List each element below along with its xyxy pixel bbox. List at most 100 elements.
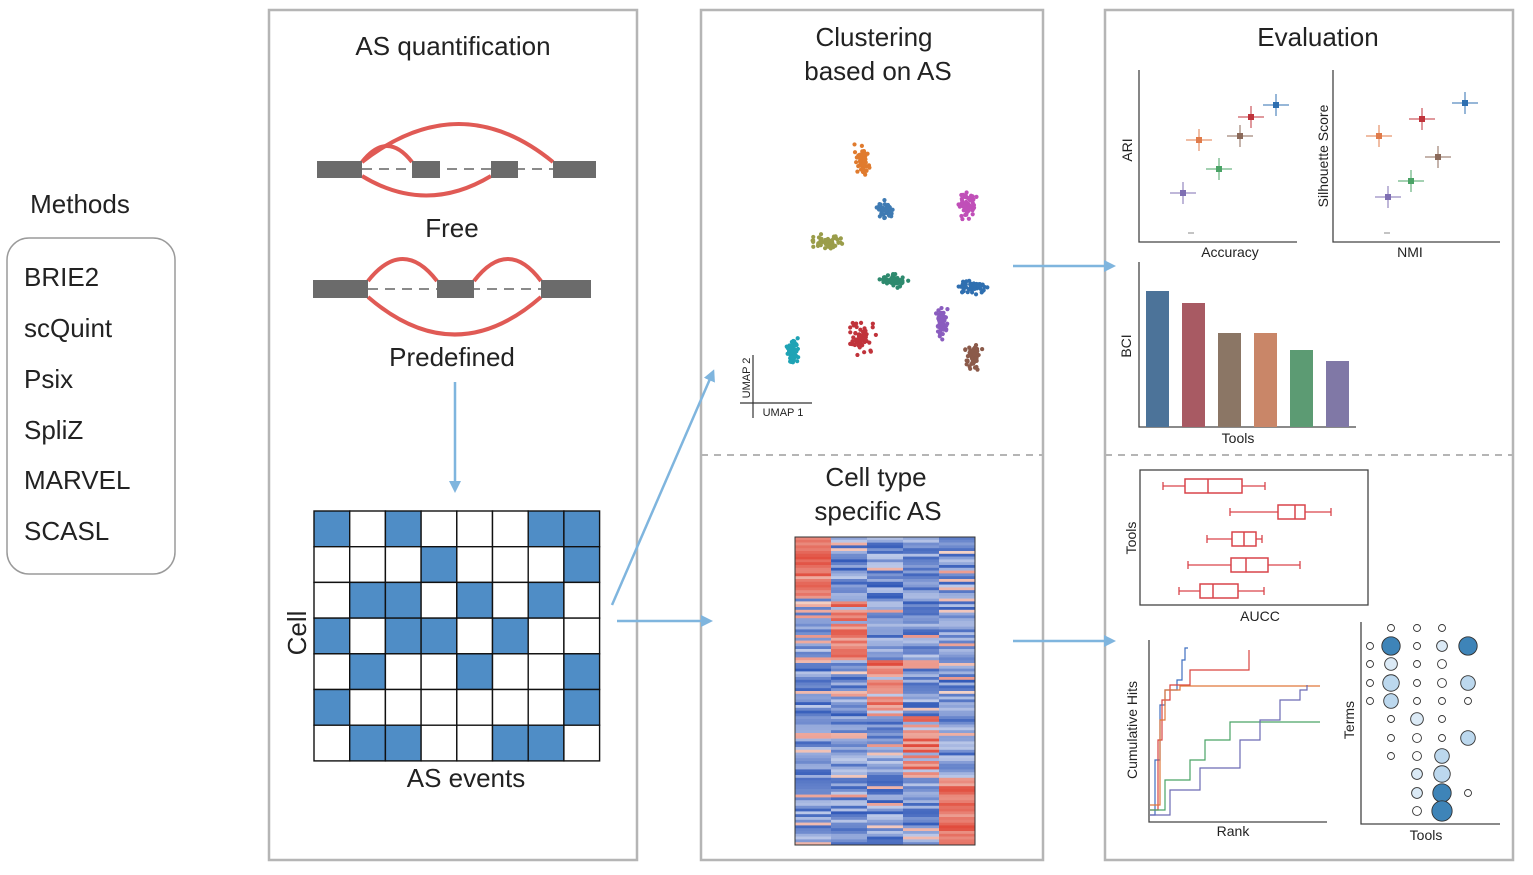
cumulative-hits-lines	[1150, 647, 1320, 816]
heatmap-cell	[867, 643, 904, 647]
specific-title-2: specific AS	[814, 496, 941, 526]
umap-point	[880, 212, 885, 217]
umap-point	[853, 331, 858, 336]
umap-point	[855, 352, 860, 358]
umap-point	[962, 281, 967, 286]
heatmap-cell	[795, 663, 832, 667]
heatmap-cell	[939, 761, 976, 765]
heatmap-cell	[831, 724, 868, 728]
heatmap-cell	[795, 668, 832, 672]
enrichment-dot	[1431, 800, 1453, 822]
umap-point	[971, 203, 977, 208]
exon	[541, 280, 591, 298]
umap-point	[960, 290, 965, 295]
heatmap-cell	[867, 699, 904, 703]
heatmap-cell	[867, 607, 904, 611]
heatmap-cell	[831, 601, 868, 605]
heatmap-cell	[831, 612, 868, 616]
heatmap-cell	[867, 819, 904, 823]
heatmap-cell	[867, 741, 904, 745]
heatmap-cell	[795, 556, 832, 560]
matrix-cell	[420, 581, 458, 619]
heatmap-cell	[831, 565, 868, 569]
heatmap-cell	[867, 696, 904, 700]
heatmap-cell	[795, 615, 832, 619]
heatmap-cell	[795, 598, 832, 602]
heatmap-cell	[795, 836, 832, 840]
enrichment-dot	[1437, 678, 1447, 688]
heatmap-cell	[903, 623, 940, 627]
heatmap-cell	[795, 565, 832, 569]
enrichment-dot	[1434, 748, 1450, 764]
heatmap-cell	[939, 797, 976, 801]
umap-point	[861, 162, 866, 167]
matrix-cell	[563, 510, 601, 548]
heatmap-cell	[903, 842, 940, 846]
matrix-cell	[349, 546, 387, 584]
heatmap-cell	[795, 601, 832, 605]
heatmap-cell	[867, 755, 904, 759]
heatmap-cell	[903, 579, 940, 583]
heatmap-cell	[903, 587, 940, 591]
umap-point	[938, 310, 943, 315]
heatmap-cell	[867, 635, 904, 639]
heatmap-cell	[939, 584, 976, 588]
matrix-cell	[491, 653, 529, 691]
heatmap-cell	[867, 805, 904, 809]
heatmap-cell	[867, 562, 904, 566]
matrix-cell	[527, 546, 565, 584]
free-splicing-diagram	[317, 122, 596, 198]
box-body	[1230, 557, 1269, 573]
heatmap-cell	[795, 735, 832, 739]
heatmap-cell	[903, 607, 940, 611]
heatmap-cell	[831, 800, 868, 804]
heatmap-cell	[795, 831, 832, 835]
heatmap-cell	[903, 671, 940, 675]
heatmap-cell	[867, 817, 904, 821]
arrow-to-clustering	[610, 369, 715, 606]
heatmap-cell	[831, 539, 868, 543]
heatmap-cell	[939, 789, 976, 793]
matrix-cell	[527, 617, 565, 655]
heatmap-cell	[939, 649, 976, 653]
heatmap-cell	[939, 562, 976, 566]
heatmap-cell	[795, 775, 832, 779]
heatmap-cell	[795, 581, 832, 585]
heatmap-cell	[939, 682, 976, 686]
heatmap-cell	[939, 565, 976, 569]
heatmap-cell	[939, 567, 976, 571]
heatmap-cell	[795, 649, 832, 653]
bars-xlabel: Tools	[1222, 430, 1255, 446]
umap-point	[966, 216, 971, 221]
heatmap-cell	[795, 682, 832, 686]
heatmap-cell	[939, 831, 976, 835]
heatmap-cell	[831, 679, 868, 683]
umap-point	[935, 324, 941, 329]
heatmap-cell	[867, 677, 904, 681]
hits-ylabel: Cumulative Hits	[1124, 681, 1140, 779]
heatmap-cell	[903, 769, 940, 773]
umap-point	[885, 202, 891, 208]
heatmap-cell	[795, 612, 832, 616]
heatmap-cell	[903, 783, 940, 787]
heatmap-cell	[831, 791, 868, 795]
heatmap-cell	[867, 780, 904, 784]
umap-point	[967, 278, 972, 283]
umap-point	[886, 278, 891, 283]
umap-point	[862, 156, 867, 162]
heatmap-cell	[867, 724, 904, 728]
heatmap-cell	[867, 537, 904, 541]
heatmap-cell	[795, 562, 832, 566]
heatmap-cell	[939, 702, 976, 706]
heatmap-cell	[903, 805, 940, 809]
matrix-col-label: AS events	[407, 763, 526, 793]
heatmap-cell	[903, 651, 940, 655]
heatmap-cell	[939, 570, 976, 574]
heatmap-cell	[831, 761, 868, 765]
heatmap-cell	[903, 632, 940, 636]
heatmap-cell	[903, 693, 940, 697]
heatmap-cell	[831, 721, 868, 725]
heatmap-cell	[903, 755, 940, 759]
heatmap-cell	[867, 842, 904, 846]
heatmap-cell	[867, 688, 904, 692]
